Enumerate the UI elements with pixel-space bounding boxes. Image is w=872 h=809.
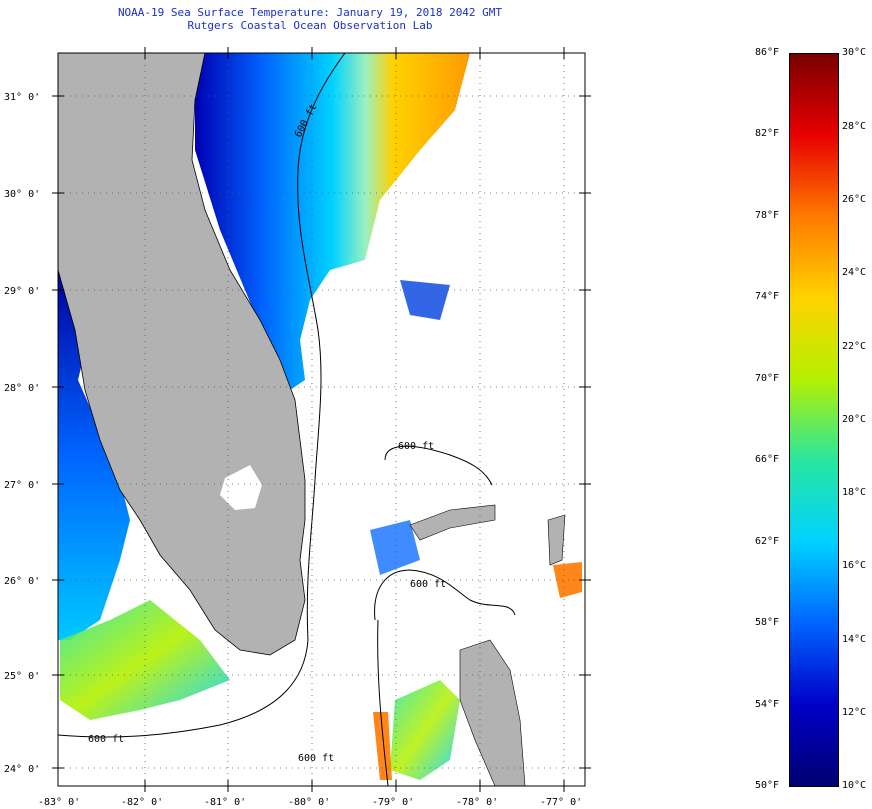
graticule xyxy=(58,53,585,786)
map-frame xyxy=(57,52,586,787)
longitude-labels: -83° 0' -82° 0' -81° 0' -80° 0' -79° 0' … xyxy=(38,797,582,808)
celsius-label: 10°C xyxy=(842,780,867,791)
fahrenheit-label: 58°F xyxy=(755,617,780,628)
lat-label: 28° 0' xyxy=(4,383,40,394)
fahrenheit-label: 54°F xyxy=(755,699,780,710)
fahrenheit-label: 82°F xyxy=(755,128,780,139)
sst-atlantic-plume xyxy=(195,53,470,390)
sst-patch-bahamas xyxy=(553,562,582,598)
sst-patch-south xyxy=(373,712,392,780)
abaco-island xyxy=(547,514,566,566)
celsius-label: 28°C xyxy=(842,121,867,132)
lat-label: 26° 0' xyxy=(4,576,40,587)
celsius-label: 22°C xyxy=(842,341,867,352)
sst-patch-bahamas-west xyxy=(370,520,420,575)
isobath-600ft xyxy=(58,53,346,738)
celsius-label: 12°C xyxy=(842,707,867,718)
fahrenheit-label: 86°F xyxy=(755,47,780,58)
lat-label: 24° 0' xyxy=(4,764,40,775)
lat-label: 30° 0' xyxy=(4,189,40,200)
axis-ticks xyxy=(52,47,591,792)
celsius-label: 30°C xyxy=(842,47,867,58)
fahrenheit-label: 74°F xyxy=(755,291,780,302)
temperature-colorbar xyxy=(789,53,839,787)
lon-label: -79° 0' xyxy=(372,797,414,808)
fahrenheit-label: 50°F xyxy=(755,780,780,791)
lon-label: -82° 0' xyxy=(121,797,163,808)
celsius-label: 16°C xyxy=(842,560,867,571)
lon-label: -78° 0' xyxy=(456,797,498,808)
celsius-label: 14°C xyxy=(842,634,867,645)
lon-label: -77° 0' xyxy=(540,797,582,808)
chart-title: NOAA-19 Sea Surface Temperature: January… xyxy=(117,6,503,19)
lat-label: 25° 0' xyxy=(4,671,40,682)
lat-label: 27° 0' xyxy=(4,480,40,491)
isobath-label: 600 ft xyxy=(398,441,434,452)
sst-gulf-west xyxy=(58,270,130,640)
sst-patch-florida-straits xyxy=(390,680,460,780)
isobath-label: 600 ft xyxy=(410,579,446,590)
lon-label: -81° 0' xyxy=(204,797,246,808)
celsius-label: 26°C xyxy=(842,194,867,205)
celsius-label: 24°C xyxy=(842,267,867,278)
latitude-labels: 31° 0' 30° 0' 29° 0' 28° 0' 27° 0' 26° 0… xyxy=(4,92,40,775)
isobath-label: 600 ft xyxy=(298,753,334,764)
fahrenheit-label: 66°F xyxy=(755,454,780,465)
lat-label: 29° 0' xyxy=(4,286,40,297)
celsius-label: 18°C xyxy=(842,487,867,498)
lon-label: -80° 0' xyxy=(288,797,330,808)
andros-island xyxy=(459,639,526,786)
lake-okeechobee xyxy=(220,465,262,510)
chart-subtitle: Rutgers Coastal Ocean Observation Lab xyxy=(187,19,433,32)
isobath-label: 600 ft xyxy=(88,734,124,745)
lon-label: -83° 0' xyxy=(38,797,80,808)
fahrenheit-label: 78°F xyxy=(755,210,780,221)
celsius-label: 20°C xyxy=(842,414,867,425)
lat-label: 31° 0' xyxy=(4,92,40,103)
fahrenheit-label: 62°F xyxy=(755,536,780,547)
grand-bahama xyxy=(409,504,496,541)
fahrenheit-label: 70°F xyxy=(755,373,780,384)
